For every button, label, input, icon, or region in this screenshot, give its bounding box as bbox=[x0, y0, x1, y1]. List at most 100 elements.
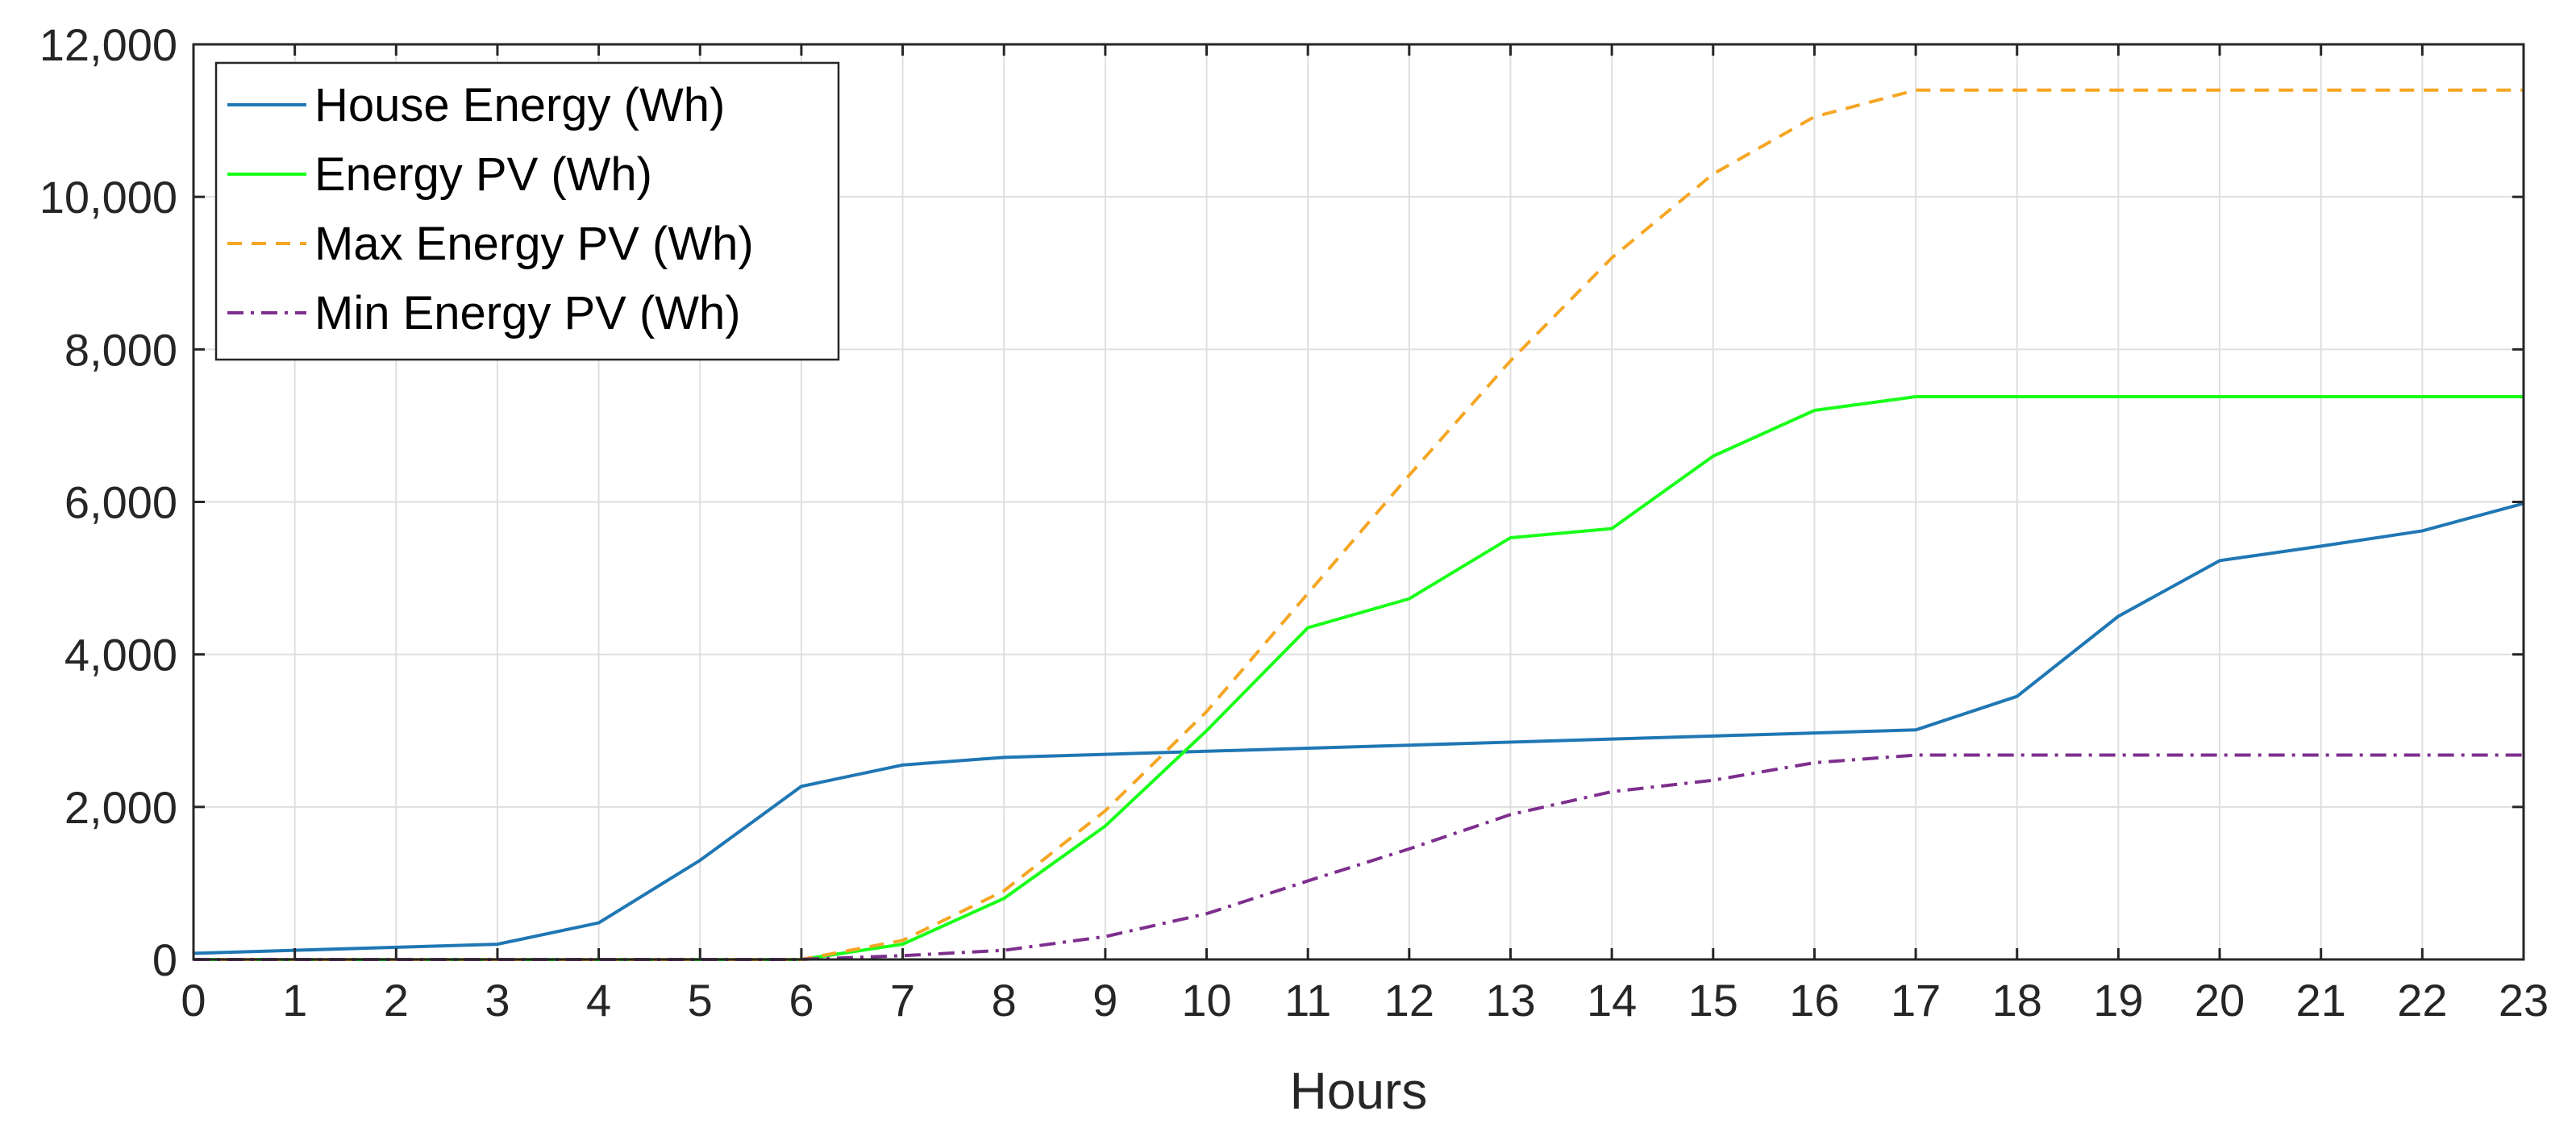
data-point bbox=[697, 858, 702, 863]
data-point bbox=[1913, 753, 1918, 758]
x-tick-label: 18 bbox=[1992, 975, 2042, 1026]
data-point bbox=[1103, 809, 1108, 814]
x-tick-label: 11 bbox=[1284, 975, 1331, 1026]
x-axis: 0 1 2 3 4 5 6 7 8 9 10 11 12 13 14 15 16 17 18 19 20 21 22 23 bbox=[181, 44, 2549, 1026]
data-point bbox=[1205, 728, 1209, 733]
legend: House Energy (Wh) Energy PV (Wh) Max Energ… bbox=[214, 61, 840, 361]
data-point bbox=[1407, 472, 1412, 477]
data-point bbox=[2217, 394, 2222, 399]
y-axis: 0 2,000 4,000 6,000 8,000 10,000 12,000 bbox=[40, 19, 2524, 985]
data-point bbox=[1407, 743, 1412, 747]
data-point bbox=[1001, 889, 1006, 893]
data-point bbox=[1812, 408, 1817, 413]
data-point bbox=[2319, 394, 2324, 399]
data-point bbox=[2217, 558, 2222, 563]
data-point bbox=[2015, 694, 2020, 699]
data-point bbox=[1609, 256, 1614, 260]
data-point bbox=[2217, 753, 2222, 758]
data-point bbox=[1407, 847, 1412, 851]
data-point bbox=[1711, 734, 1716, 739]
data-point bbox=[1001, 755, 1006, 760]
data-point bbox=[2116, 394, 2120, 399]
data-point bbox=[2217, 88, 2222, 93]
x-tick-label: 0 bbox=[181, 975, 206, 1026]
data-point bbox=[1305, 591, 1310, 596]
data-point bbox=[2319, 543, 2324, 548]
data-point bbox=[1711, 778, 1716, 783]
x-tick-label: 3 bbox=[485, 975, 510, 1026]
legend-label: Min Energy PV (Wh) bbox=[314, 287, 741, 339]
legend-label: House Energy (Wh) bbox=[314, 79, 725, 131]
x-tick-label: 14 bbox=[1587, 975, 1637, 1026]
data-point bbox=[799, 784, 804, 789]
data-point bbox=[1913, 727, 1918, 732]
x-tick-label: 17 bbox=[1891, 975, 1941, 1026]
y-tick-label: 4,000 bbox=[65, 630, 177, 680]
data-point bbox=[1103, 823, 1108, 828]
x-tick-label: 20 bbox=[2195, 975, 2245, 1026]
data-point bbox=[2015, 88, 2020, 93]
y-tick-label: 2,000 bbox=[65, 782, 177, 833]
data-point bbox=[1305, 746, 1310, 751]
data-point bbox=[1812, 114, 1817, 119]
data-point bbox=[901, 763, 905, 768]
data-point bbox=[597, 921, 601, 926]
x-tick-label: 22 bbox=[2397, 975, 2447, 1026]
data-point bbox=[1913, 394, 1918, 399]
data-point bbox=[2116, 753, 2120, 758]
legend-box bbox=[214, 61, 840, 361]
x-tick-label: 10 bbox=[1181, 975, 1231, 1026]
data-point bbox=[495, 942, 500, 947]
data-point bbox=[1812, 760, 1817, 765]
x-tick-label: 15 bbox=[1688, 975, 1738, 1026]
data-point bbox=[1508, 739, 1513, 744]
y-tick-label: 12,000 bbox=[40, 19, 177, 70]
x-tick-label: 2 bbox=[384, 975, 409, 1026]
data-point bbox=[1812, 730, 1817, 735]
x-tick-label: 8 bbox=[992, 975, 1017, 1026]
x-tick-label: 7 bbox=[890, 975, 915, 1026]
x-tick-label: 23 bbox=[2499, 975, 2549, 1026]
x-tick-label: 9 bbox=[1092, 975, 1117, 1026]
x-tick-label: 1 bbox=[282, 975, 307, 1026]
y-tick-label: 0 bbox=[152, 934, 177, 985]
data-point bbox=[1305, 626, 1310, 631]
data-point bbox=[1001, 896, 1006, 901]
data-point bbox=[1407, 597, 1412, 601]
x-tick-label: 13 bbox=[1485, 975, 1535, 1026]
data-point bbox=[1103, 752, 1108, 757]
data-point bbox=[1913, 88, 1918, 93]
y-tick-label: 10,000 bbox=[40, 172, 177, 223]
data-point bbox=[1508, 535, 1513, 540]
data-point bbox=[2319, 88, 2324, 93]
data-point bbox=[901, 938, 905, 943]
data-point bbox=[1205, 749, 1209, 754]
data-point bbox=[2116, 88, 2120, 93]
data-point bbox=[1609, 737, 1614, 742]
data-point bbox=[1609, 526, 1614, 531]
x-tick-label: 6 bbox=[789, 975, 814, 1026]
data-point bbox=[2420, 88, 2424, 93]
x-tick-label: 12 bbox=[1384, 975, 1434, 1026]
data-point bbox=[2015, 753, 2020, 758]
data-point bbox=[1508, 359, 1513, 364]
data-point bbox=[1609, 789, 1614, 794]
x-tick-label: 16 bbox=[1789, 975, 1839, 1026]
data-point bbox=[2420, 528, 2424, 533]
data-point bbox=[1205, 710, 1209, 714]
x-tick-label: 4 bbox=[586, 975, 611, 1026]
legend-label: Max Energy PV (Wh) bbox=[314, 218, 754, 270]
x-axis-label: Hours bbox=[1290, 1062, 1428, 1120]
x-tick-label: 21 bbox=[2296, 975, 2346, 1026]
legend-label: Energy PV (Wh) bbox=[314, 148, 652, 201]
x-tick-label: 5 bbox=[688, 975, 713, 1026]
data-point bbox=[1508, 812, 1513, 817]
data-point bbox=[1205, 911, 1209, 916]
data-point bbox=[2116, 614, 2120, 618]
data-point bbox=[1103, 934, 1108, 939]
data-point bbox=[1305, 879, 1310, 884]
data-point bbox=[1711, 172, 1716, 177]
data-point bbox=[2420, 753, 2424, 758]
y-tick-label: 6,000 bbox=[65, 477, 177, 528]
